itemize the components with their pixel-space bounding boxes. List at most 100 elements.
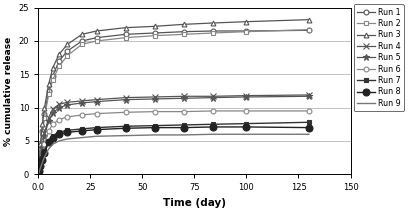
Run 1 [40,130,45,132]
Run 2 [46,93,51,96]
Run 7 [94,126,99,129]
Run 2 [50,78,55,81]
Run 4 [50,108,55,110]
Run 3 [244,20,249,23]
Run 3 [50,66,55,69]
Run 7 [36,173,41,176]
Run 8 [46,141,51,144]
Run 5 [46,120,51,122]
Run 5 [37,166,42,169]
Run 3 [36,173,41,176]
Run 3 [42,106,47,109]
Run 8 [42,152,47,154]
Run 5 [80,102,84,104]
Run 3 [211,22,215,24]
Run 3 [123,26,128,29]
Run 1 [42,113,47,116]
Run 7 [46,140,51,142]
Run 8 [94,128,99,131]
Run 3 [57,53,62,56]
Run 6 [40,152,45,154]
Run 2 [42,116,47,119]
Run 4 [182,95,186,98]
Run 3 [306,18,311,21]
Run 5 [65,104,70,106]
Run 1 [152,32,157,34]
Run 6 [36,173,41,176]
Run 7 [50,134,55,137]
Run 2 [244,30,249,33]
Run 2 [94,40,99,42]
Run 7 [306,121,311,124]
Run 7 [40,157,45,159]
Run 5 [40,146,45,149]
Run 9 [50,143,55,145]
Run 9 [57,140,62,142]
Run 6 [38,161,43,163]
Run 6 [50,123,55,126]
Run 2 [36,173,41,176]
Run 4 [152,96,157,98]
Run 7 [244,122,249,125]
Run 3 [182,23,186,26]
Run 9 [123,134,128,137]
Run 4 [244,94,249,97]
Run 6 [152,110,157,113]
Run 9 [182,134,186,136]
Run 9 [40,161,45,163]
Run 8 [182,126,186,129]
Run 5 [57,106,62,109]
Run 8 [50,136,55,139]
Run 7 [65,129,70,131]
Run 1 [123,33,128,36]
Line: Run 9: Run 9 [38,134,309,174]
Run 4 [37,165,42,167]
Run 4 [80,100,84,102]
Run 5 [50,112,55,114]
Run 1 [80,40,84,42]
Run 5 [152,98,157,100]
Run 9 [94,135,99,138]
Run 3 [46,83,51,86]
Run 3 [94,30,99,32]
Run 3 [152,25,157,28]
Run 7 [37,169,42,172]
Run 3 [37,158,42,161]
Run 7 [38,164,43,167]
Line: Run 4: Run 4 [35,92,312,177]
Run 6 [123,111,128,114]
Run 2 [152,34,157,37]
Run 9 [211,133,215,135]
Run 4 [42,132,47,134]
Run 4 [36,173,41,176]
Run 3 [65,43,70,46]
Run 4 [306,94,311,96]
Run 1 [37,160,42,162]
Run 9 [80,136,84,139]
Run 8 [38,165,43,167]
Run 5 [123,98,128,101]
Run 6 [211,110,215,112]
Run 9 [152,134,157,136]
Y-axis label: % cumulative release: % cumulative release [4,36,13,146]
Run 9 [46,148,51,150]
Run 6 [57,118,62,121]
Run 6 [37,168,42,170]
Run 7 [182,124,186,126]
Run 2 [37,161,42,163]
Run 9 [65,138,70,140]
Run 8 [152,126,157,129]
Run 6 [80,114,84,116]
Run 2 [123,36,128,39]
Run 8 [123,127,128,130]
Run 8 [244,126,249,128]
Run 9 [36,173,41,176]
X-axis label: Time (day): Time (day) [163,198,226,208]
Run 5 [306,95,311,98]
Run 1 [65,50,70,52]
Run 1 [306,29,311,32]
Run 2 [211,32,215,34]
Line: Run 3: Run 3 [36,17,311,177]
Legend: Run 1, Run 2, Run 3, Run 4, Run 5, Run 6, Run 7, Run 8, Run 9: Run 1, Run 2, Run 3, Run 4, Run 5, Run 6… [354,4,404,111]
Run 7 [123,125,128,128]
